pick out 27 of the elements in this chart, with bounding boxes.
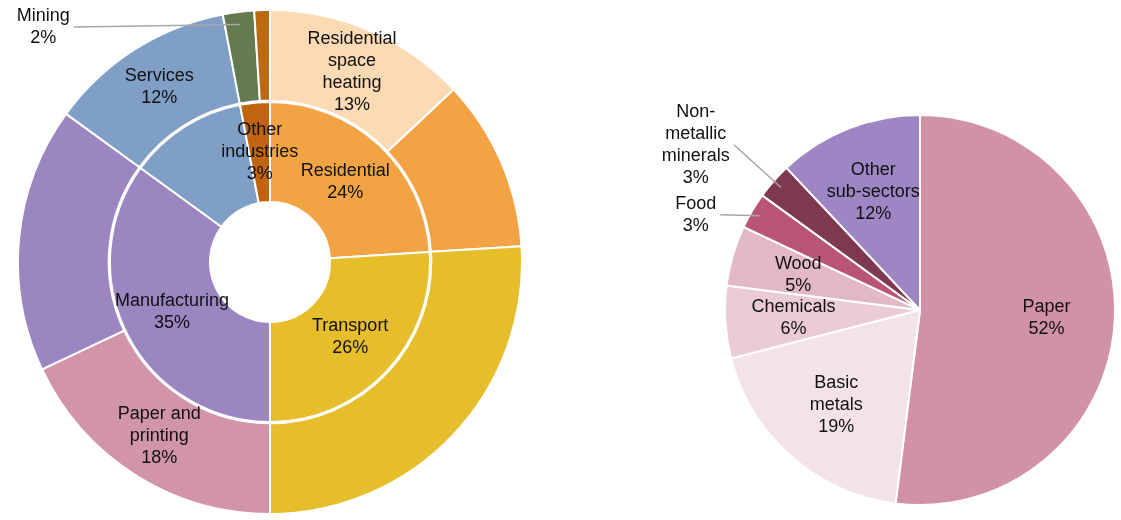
data-label: 12% bbox=[855, 203, 892, 224]
slice-label: Services bbox=[124, 65, 194, 86]
data-label: 13% bbox=[334, 94, 371, 115]
slice-label: Basic metals bbox=[809, 372, 863, 415]
data-label: 24% bbox=[327, 181, 364, 202]
data-label: 5% bbox=[785, 274, 812, 295]
slice-label: Food bbox=[675, 192, 717, 213]
data-label: 26% bbox=[332, 337, 369, 358]
data-label: 18% bbox=[141, 447, 178, 468]
slice-label: Transport bbox=[312, 315, 389, 336]
data-label: 52% bbox=[1028, 317, 1065, 338]
slice-label: Other sub-sectors bbox=[826, 159, 920, 202]
slice-label: Mining bbox=[16, 4, 70, 25]
slice-label: Non- metallic minerals bbox=[661, 100, 730, 165]
data-label: 3% bbox=[682, 214, 709, 235]
data-label: 35% bbox=[153, 311, 190, 332]
slice-label: Wood bbox=[774, 252, 822, 273]
slice-label: Residential space heating bbox=[307, 28, 397, 93]
slice-label: Chemicals bbox=[751, 295, 836, 316]
slice-label: Paper bbox=[1022, 295, 1071, 316]
data-label: 12% bbox=[141, 87, 178, 108]
data-label: 19% bbox=[818, 416, 855, 437]
data-label: 3% bbox=[682, 166, 709, 187]
slice-label: Paper and printing bbox=[117, 403, 201, 446]
data-label: 6% bbox=[780, 317, 807, 338]
slice-label: Residential bbox=[300, 159, 390, 180]
data-label: 2% bbox=[30, 26, 57, 47]
